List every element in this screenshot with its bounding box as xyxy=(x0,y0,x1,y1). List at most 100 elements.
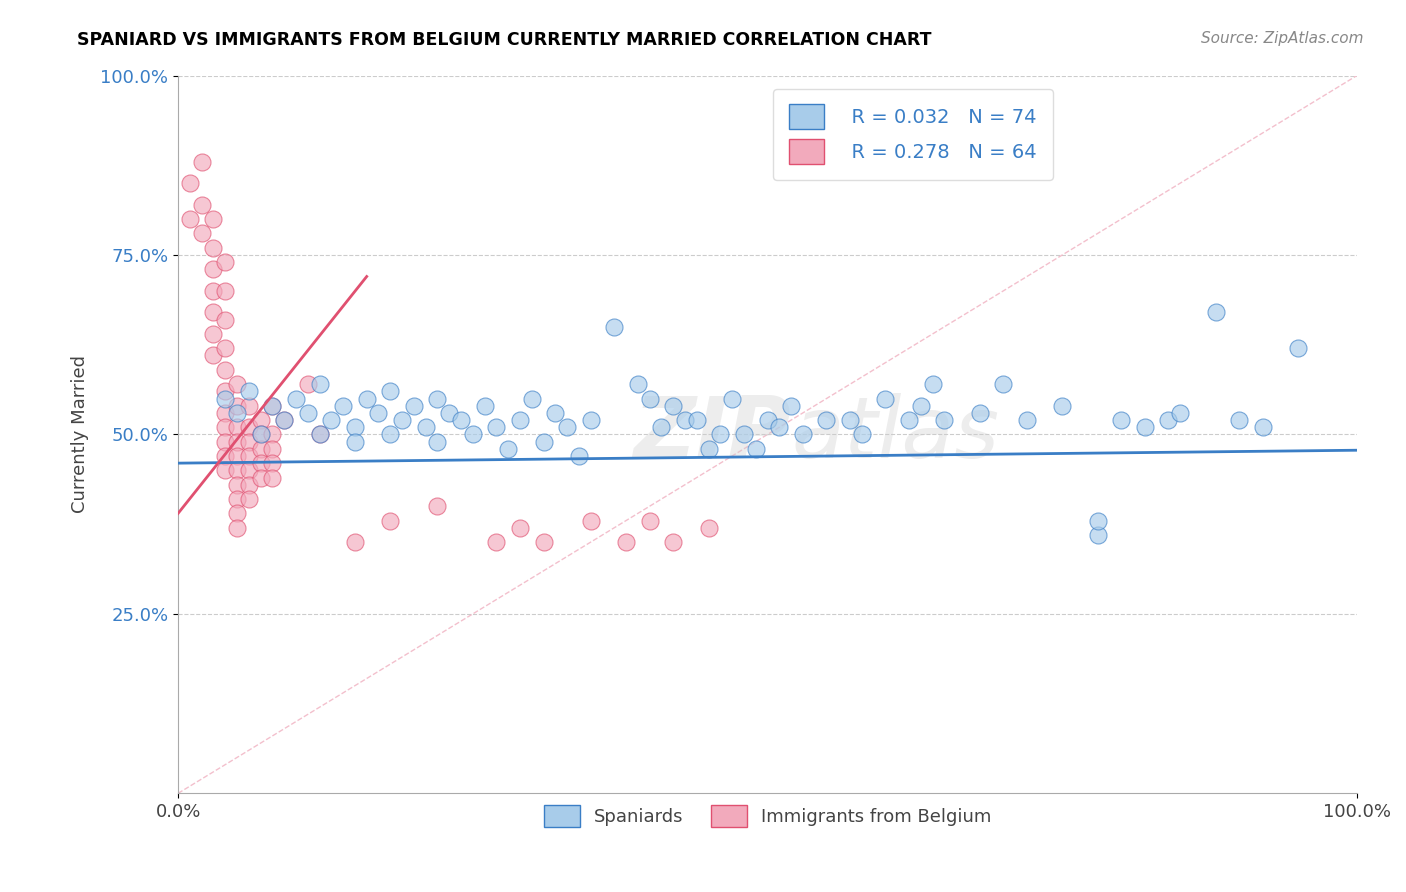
Point xyxy=(1168,406,1191,420)
Point xyxy=(308,427,330,442)
Point xyxy=(815,413,838,427)
Point xyxy=(238,420,260,434)
Point xyxy=(262,470,284,484)
Point xyxy=(662,535,685,549)
Point xyxy=(1227,413,1250,427)
Point xyxy=(520,392,543,406)
Point xyxy=(579,514,602,528)
Point xyxy=(179,176,201,190)
Point xyxy=(238,449,260,463)
Point xyxy=(934,413,956,427)
Point xyxy=(650,420,672,434)
Point xyxy=(190,154,212,169)
Point xyxy=(544,406,567,420)
Text: ZIP: ZIP xyxy=(634,393,792,476)
Point xyxy=(214,284,236,298)
Point xyxy=(273,413,295,427)
Point xyxy=(238,434,260,449)
Text: atlas: atlas xyxy=(792,393,1000,476)
Point xyxy=(226,521,249,535)
Point xyxy=(1109,413,1132,427)
Point xyxy=(993,377,1015,392)
Point xyxy=(686,413,709,427)
Point xyxy=(851,427,873,442)
Point xyxy=(214,449,236,463)
Text: Source: ZipAtlas.com: Source: ZipAtlas.com xyxy=(1201,31,1364,46)
Point xyxy=(568,449,591,463)
Point xyxy=(262,442,284,456)
Point xyxy=(226,399,249,413)
Point xyxy=(190,227,212,241)
Point xyxy=(921,377,943,392)
Point xyxy=(202,326,225,341)
Point xyxy=(614,535,637,549)
Point xyxy=(603,319,626,334)
Point xyxy=(226,463,249,477)
Point xyxy=(356,392,378,406)
Point xyxy=(226,507,249,521)
Point xyxy=(380,384,402,399)
Point xyxy=(202,284,225,298)
Legend: Spaniards, Immigrants from Belgium: Spaniards, Immigrants from Belgium xyxy=(536,798,998,835)
Point xyxy=(638,392,661,406)
Point xyxy=(226,434,249,449)
Point xyxy=(969,406,991,420)
Point xyxy=(202,305,225,319)
Point xyxy=(202,241,225,255)
Point xyxy=(461,427,484,442)
Point xyxy=(238,384,260,399)
Point xyxy=(839,413,862,427)
Point xyxy=(226,406,249,420)
Point xyxy=(673,413,696,427)
Point xyxy=(380,514,402,528)
Point xyxy=(1087,528,1109,542)
Point xyxy=(226,420,249,434)
Point xyxy=(262,399,284,413)
Point xyxy=(214,384,236,399)
Point xyxy=(214,255,236,269)
Point xyxy=(426,500,449,514)
Point xyxy=(485,535,508,549)
Point xyxy=(343,434,366,449)
Point xyxy=(391,413,413,427)
Point xyxy=(627,377,650,392)
Point xyxy=(485,420,508,434)
Point xyxy=(768,420,790,434)
Point xyxy=(662,399,685,413)
Point xyxy=(474,399,496,413)
Point xyxy=(509,413,531,427)
Point xyxy=(297,406,319,420)
Point xyxy=(745,442,768,456)
Point xyxy=(226,491,249,506)
Point xyxy=(249,427,271,442)
Point xyxy=(426,392,449,406)
Point xyxy=(439,406,461,420)
Point xyxy=(249,470,271,484)
Y-axis label: Currently Married: Currently Married xyxy=(72,355,89,514)
Point xyxy=(496,442,519,456)
Point xyxy=(214,363,236,377)
Point xyxy=(179,212,201,227)
Point xyxy=(697,442,720,456)
Point xyxy=(214,341,236,355)
Point xyxy=(756,413,779,427)
Point xyxy=(190,198,212,212)
Point xyxy=(226,449,249,463)
Point xyxy=(1251,420,1274,434)
Point xyxy=(262,399,284,413)
Point xyxy=(533,535,555,549)
Point xyxy=(285,392,308,406)
Text: SPANIARD VS IMMIGRANTS FROM BELGIUM CURRENTLY MARRIED CORRELATION CHART: SPANIARD VS IMMIGRANTS FROM BELGIUM CURR… xyxy=(77,31,932,49)
Point xyxy=(202,262,225,277)
Point xyxy=(202,349,225,363)
Point xyxy=(415,420,437,434)
Point xyxy=(249,427,271,442)
Point xyxy=(1286,341,1309,355)
Point xyxy=(509,521,531,535)
Point xyxy=(308,377,330,392)
Point xyxy=(367,406,389,420)
Point xyxy=(262,427,284,442)
Point xyxy=(332,399,354,413)
Point xyxy=(238,491,260,506)
Point xyxy=(214,420,236,434)
